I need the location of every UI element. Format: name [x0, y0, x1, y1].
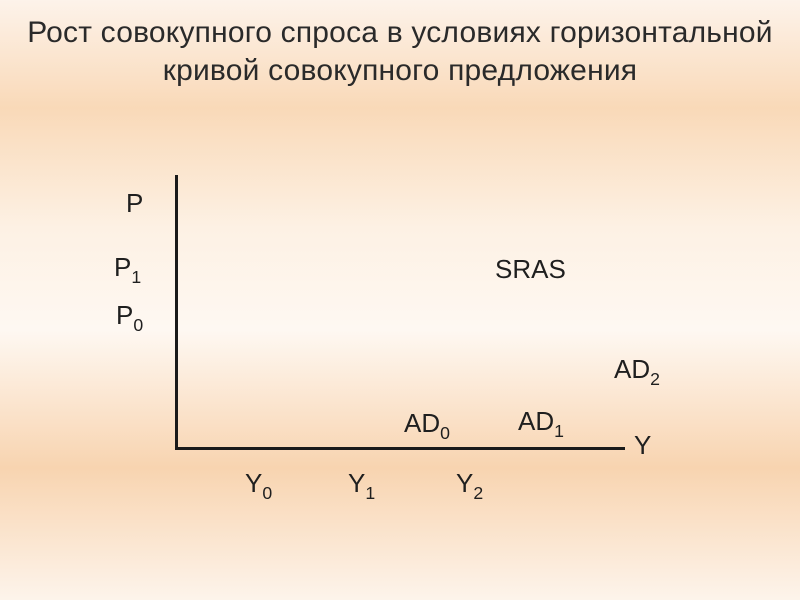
label-P1: P1: [114, 252, 141, 287]
x-axis-line: [175, 447, 625, 450]
label-Y2: Y2: [456, 468, 483, 503]
label-SRAS: SRAS: [495, 254, 566, 285]
label-Y: Y: [634, 430, 651, 461]
label-P: P: [126, 188, 143, 219]
slide-title: Рост совокупного спроса в условиях гориз…: [0, 14, 800, 89]
slide: Рост совокупного спроса в условиях гориз…: [0, 0, 800, 600]
label-Y1: Y1: [348, 468, 375, 503]
label-AD0: AD0: [404, 408, 450, 443]
label-P0: P0: [116, 300, 143, 335]
label-AD1: AD1: [518, 406, 564, 441]
y-axis-line: [175, 175, 178, 450]
label-AD2: AD2: [614, 354, 660, 389]
label-Y0: Y0: [245, 468, 272, 503]
